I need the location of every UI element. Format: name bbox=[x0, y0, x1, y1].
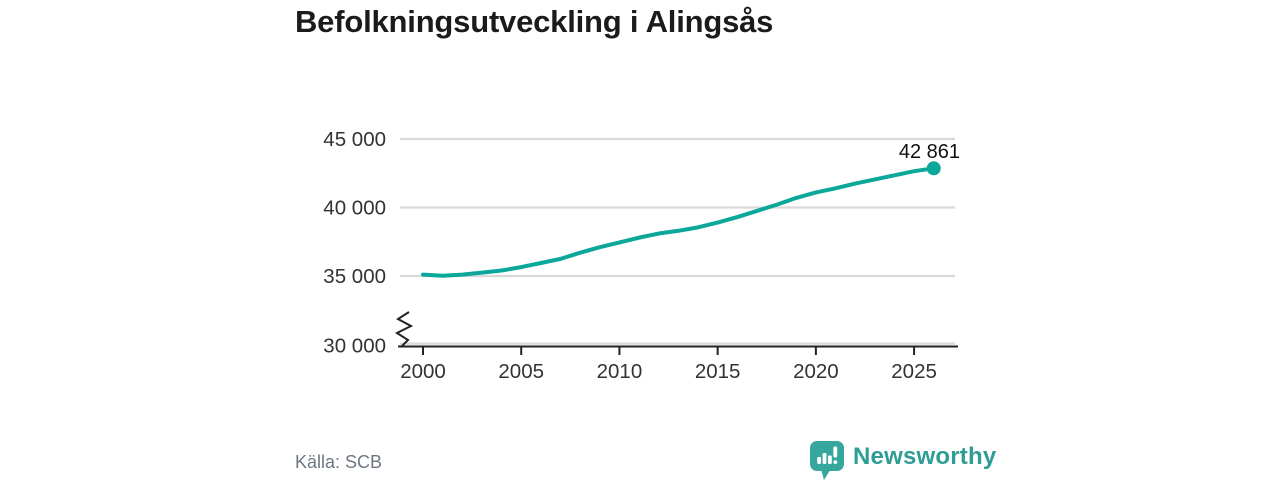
source-note: Källa: SCB bbox=[295, 452, 383, 472]
y-tick-label: 35 000 bbox=[323, 265, 386, 288]
x-tick-label: 2015 bbox=[695, 360, 741, 383]
x-axis-tick-labels: 2000 2005 2010 2015 2020 2025 bbox=[400, 360, 937, 383]
x-tick-label: 2000 bbox=[400, 360, 446, 383]
x-axis-ticks bbox=[422, 347, 916, 355]
brand-name: Newsworthy bbox=[853, 443, 997, 470]
y-axis-break-icon bbox=[394, 311, 414, 348]
latest-value-dot bbox=[926, 161, 941, 176]
y-tick-label: 30 000 bbox=[323, 335, 386, 358]
newsworthy-logo: Newsworthy bbox=[810, 441, 996, 480]
y-tick-label: 40 000 bbox=[323, 197, 386, 220]
population-series-line bbox=[421, 166, 936, 278]
latest-value-label: 42 861 bbox=[898, 141, 960, 163]
y-axis-tick-labels: 45 000 40 000 35 000 30 000 bbox=[323, 128, 386, 358]
chart-title: Befolkningsutveckling i Alingsås bbox=[295, 4, 774, 39]
x-tick-label: 2005 bbox=[498, 360, 544, 383]
y-tick-label: 45 000 bbox=[323, 128, 386, 151]
x-tick-label: 2025 bbox=[891, 360, 937, 383]
gridlines bbox=[400, 137, 955, 345]
logo-bars-icon bbox=[817, 446, 838, 464]
x-tick-label: 2020 bbox=[793, 360, 839, 383]
x-tick-label: 2010 bbox=[597, 360, 643, 383]
newsworthy-logo-icon bbox=[810, 441, 844, 480]
